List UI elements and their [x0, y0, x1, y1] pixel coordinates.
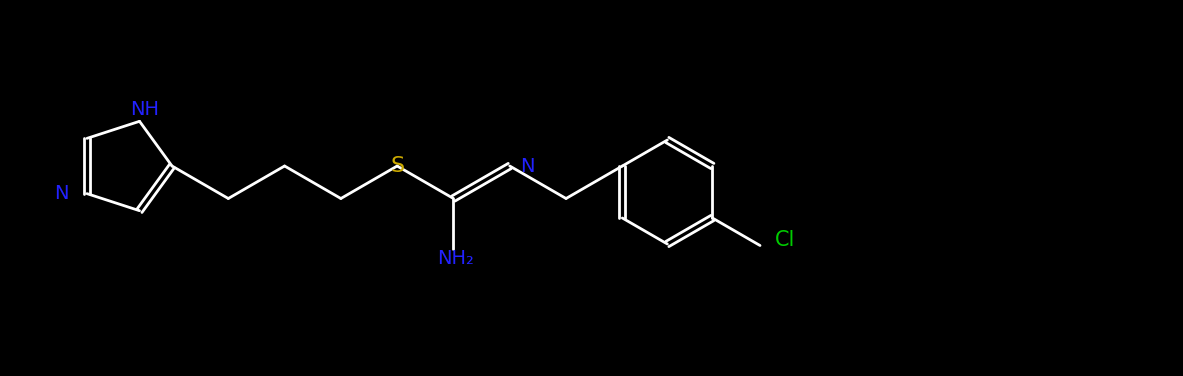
- Text: NH: NH: [130, 100, 159, 119]
- Text: N: N: [54, 184, 69, 203]
- Text: S: S: [390, 156, 405, 176]
- Text: Cl: Cl: [775, 230, 795, 250]
- Text: NH₂: NH₂: [437, 249, 474, 268]
- Text: N: N: [521, 156, 535, 176]
